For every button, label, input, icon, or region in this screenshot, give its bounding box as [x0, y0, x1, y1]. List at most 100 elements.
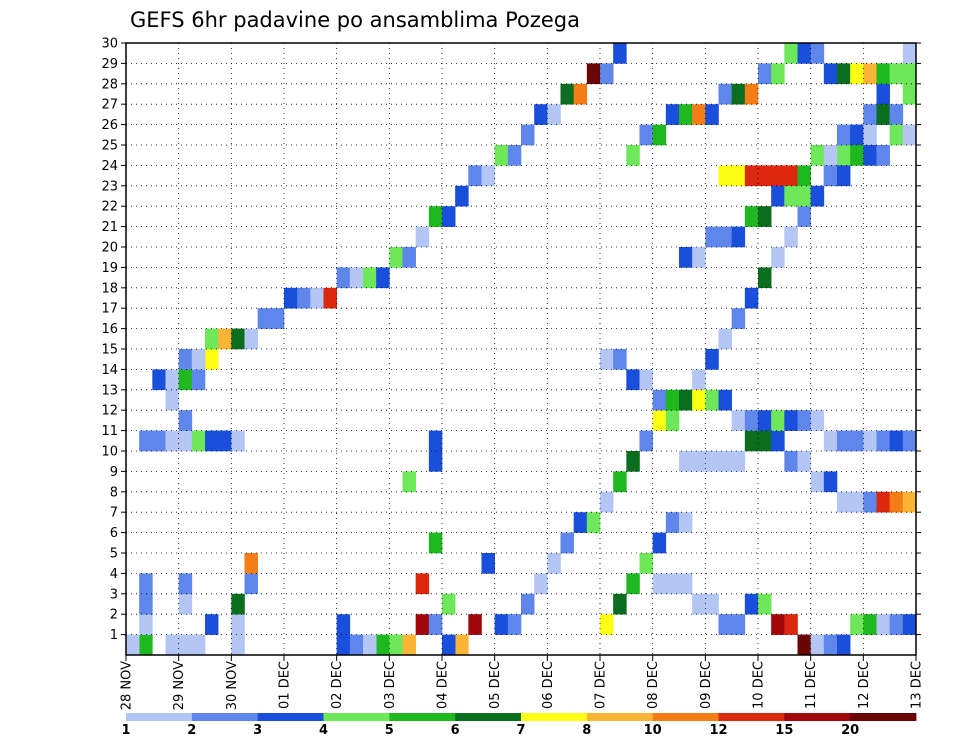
cell-18 — [231, 614, 245, 635]
cell-80 — [126, 634, 140, 656]
cell-117 — [731, 165, 746, 187]
colorbar-swatch — [850, 713, 917, 721]
colorbar-label: 7 — [516, 723, 525, 738]
cell-131 — [626, 145, 640, 166]
cell-118 — [744, 165, 759, 187]
cell-194 — [718, 614, 732, 635]
cell-188 — [902, 491, 917, 513]
cell-33 — [165, 430, 179, 452]
cell-199 — [784, 614, 798, 635]
cell-158 — [744, 206, 759, 227]
x-tick-label: 07 DEC — [594, 661, 609, 709]
cell-64 — [415, 226, 430, 248]
cell-227 — [744, 410, 759, 431]
cell-155 — [705, 226, 719, 248]
x-tick-label: 05 DEC — [488, 661, 503, 709]
colorbar-label: 20 — [841, 723, 859, 738]
cell-9 — [205, 614, 219, 635]
cell-66 — [442, 206, 456, 227]
cell-179 — [784, 451, 798, 472]
colorbar-swatch — [455, 713, 522, 721]
cell-135 — [679, 104, 693, 125]
cell-160 — [771, 185, 785, 207]
y-tick-label: 10 — [101, 445, 118, 460]
colorbar-label: 3 — [253, 723, 262, 738]
cell-81 — [349, 634, 364, 656]
cell-91 — [586, 512, 601, 533]
cell-44 — [191, 369, 206, 391]
x-axis: 28 NOV 29 NOV 30 NOV 01 DEC 02 DEC 03 DEC 04 D… — [120, 655, 925, 710]
cell-51 — [244, 328, 258, 350]
cell-42 — [165, 369, 179, 391]
y-tick-label: 2 — [110, 608, 118, 623]
cell-46 — [178, 349, 193, 370]
x-tick-label: 12 DEC — [857, 661, 872, 709]
cell-87 — [534, 573, 548, 595]
cell-218 — [626, 369, 640, 391]
cell-14 — [455, 634, 469, 656]
cell-143 — [784, 43, 798, 64]
cell-211 — [626, 573, 640, 595]
cell-85 — [507, 614, 522, 635]
y-tick-label: 8 — [110, 485, 118, 500]
cell-20 — [244, 573, 258, 595]
cell-210 — [613, 593, 627, 615]
cell-163 — [810, 185, 825, 207]
colorbar-swatch — [126, 713, 193, 721]
cell-187 — [889, 491, 904, 513]
cell-50 — [231, 328, 245, 350]
cell-60 — [363, 267, 377, 289]
cell-207 — [889, 614, 904, 635]
cell-190 — [665, 573, 680, 595]
cell-137 — [705, 104, 719, 125]
cell-103 — [744, 287, 759, 309]
y-tick-label: 15 — [101, 343, 118, 358]
cell-86 — [521, 593, 535, 615]
cell-196 — [744, 593, 759, 615]
cell-134 — [665, 104, 680, 125]
y-tick-label: 24 — [101, 159, 118, 174]
cell-238 — [889, 430, 904, 452]
grid-layer — [126, 43, 916, 655]
cell-15 — [468, 614, 482, 635]
cell-161 — [784, 185, 798, 207]
cell-226 — [731, 410, 746, 431]
cell-115 — [902, 43, 917, 64]
y-tick-label: 1 — [110, 628, 118, 643]
x-tick-label: 08 DEC — [646, 661, 661, 709]
colorbar-swatch — [323, 713, 390, 721]
cell-213 — [652, 532, 667, 554]
colorbar-swatch — [521, 713, 588, 721]
x-tick-label: 30 NOV — [225, 661, 240, 710]
cell-107 — [797, 206, 811, 227]
cell-101 — [718, 328, 732, 350]
cell-228 — [758, 410, 772, 431]
cell-205 — [863, 614, 877, 635]
cell-144 — [797, 43, 811, 64]
cell-237 — [876, 430, 890, 452]
cell-169 — [889, 124, 904, 146]
colorbar-label: 4 — [319, 723, 328, 738]
cell-54 — [284, 287, 298, 309]
cell-136 — [692, 104, 706, 125]
y-tick-label: 22 — [101, 200, 118, 215]
y-axis: 1234567891011121314151617181920212223242… — [101, 37, 921, 643]
cell-156 — [718, 226, 732, 248]
cell-127 — [863, 124, 877, 146]
cell-221 — [665, 389, 680, 411]
colorbar-label: 15 — [775, 723, 793, 738]
cell-231 — [797, 410, 811, 431]
cell-157 — [731, 226, 746, 248]
cell-178 — [771, 430, 785, 452]
cell-61 — [376, 267, 390, 289]
x-tick-label: 10 DEC — [752, 661, 767, 709]
cell-152 — [902, 63, 917, 85]
cell-185 — [863, 491, 877, 513]
cell-45 — [205, 349, 219, 370]
cell-3 — [139, 573, 153, 595]
cell-29 — [428, 451, 443, 472]
cell-125 — [837, 124, 851, 146]
cell-72 — [521, 124, 535, 146]
cell-159 — [758, 206, 772, 227]
cell-112 — [863, 104, 877, 125]
